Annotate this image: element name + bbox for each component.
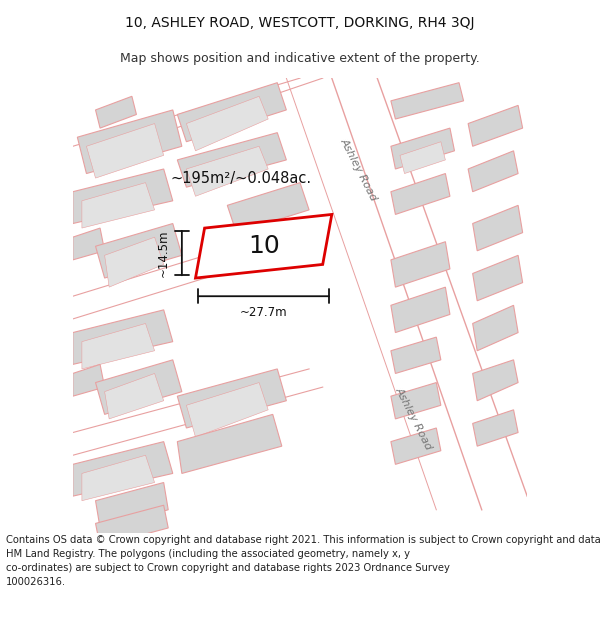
- Polygon shape: [196, 214, 332, 278]
- Polygon shape: [187, 382, 268, 437]
- Text: Map shows position and indicative extent of the property.: Map shows position and indicative extent…: [120, 52, 480, 65]
- Polygon shape: [86, 124, 164, 178]
- Polygon shape: [73, 78, 323, 156]
- Polygon shape: [95, 505, 168, 546]
- Text: ~14.5m: ~14.5m: [157, 229, 170, 277]
- Polygon shape: [473, 256, 523, 301]
- Polygon shape: [73, 169, 173, 224]
- Text: ~27.7m: ~27.7m: [240, 306, 287, 319]
- Polygon shape: [391, 428, 441, 464]
- Text: Ashley Road: Ashley Road: [339, 136, 379, 202]
- Polygon shape: [95, 482, 168, 528]
- Polygon shape: [104, 374, 164, 419]
- Polygon shape: [391, 242, 450, 287]
- Polygon shape: [473, 410, 518, 446]
- Polygon shape: [178, 369, 286, 428]
- Polygon shape: [400, 142, 445, 174]
- Polygon shape: [391, 287, 450, 332]
- Polygon shape: [227, 182, 309, 232]
- Polygon shape: [286, 78, 527, 542]
- Polygon shape: [73, 442, 173, 496]
- Polygon shape: [187, 96, 268, 151]
- Polygon shape: [473, 206, 523, 251]
- Polygon shape: [73, 228, 104, 260]
- Polygon shape: [391, 82, 464, 119]
- Polygon shape: [473, 360, 518, 401]
- Polygon shape: [73, 369, 323, 455]
- Polygon shape: [104, 237, 164, 287]
- Polygon shape: [391, 128, 454, 169]
- Polygon shape: [73, 224, 323, 319]
- Text: ~195m²/~0.048ac.: ~195m²/~0.048ac.: [170, 171, 311, 186]
- Polygon shape: [473, 305, 518, 351]
- Polygon shape: [178, 132, 286, 187]
- Polygon shape: [73, 364, 104, 396]
- Polygon shape: [82, 182, 155, 228]
- Text: Contains OS data © Crown copyright and database right 2021. This information is : Contains OS data © Crown copyright and d…: [6, 535, 600, 587]
- Polygon shape: [82, 455, 155, 501]
- Text: 10, ASHLEY ROAD, WESTCOTT, DORKING, RH4 3QJ: 10, ASHLEY ROAD, WESTCOTT, DORKING, RH4 …: [125, 16, 475, 31]
- Polygon shape: [187, 146, 268, 196]
- Polygon shape: [468, 151, 518, 192]
- Polygon shape: [178, 414, 282, 473]
- Text: 10: 10: [248, 234, 280, 258]
- Text: Ashley Road: Ashley Road: [394, 386, 434, 452]
- Polygon shape: [82, 324, 155, 369]
- Polygon shape: [391, 174, 450, 214]
- Polygon shape: [95, 360, 182, 414]
- Polygon shape: [178, 82, 286, 142]
- Polygon shape: [77, 110, 182, 174]
- Polygon shape: [391, 382, 441, 419]
- Polygon shape: [73, 310, 173, 364]
- Polygon shape: [95, 224, 182, 278]
- Polygon shape: [391, 337, 441, 374]
- Polygon shape: [95, 96, 136, 128]
- Polygon shape: [468, 106, 523, 146]
